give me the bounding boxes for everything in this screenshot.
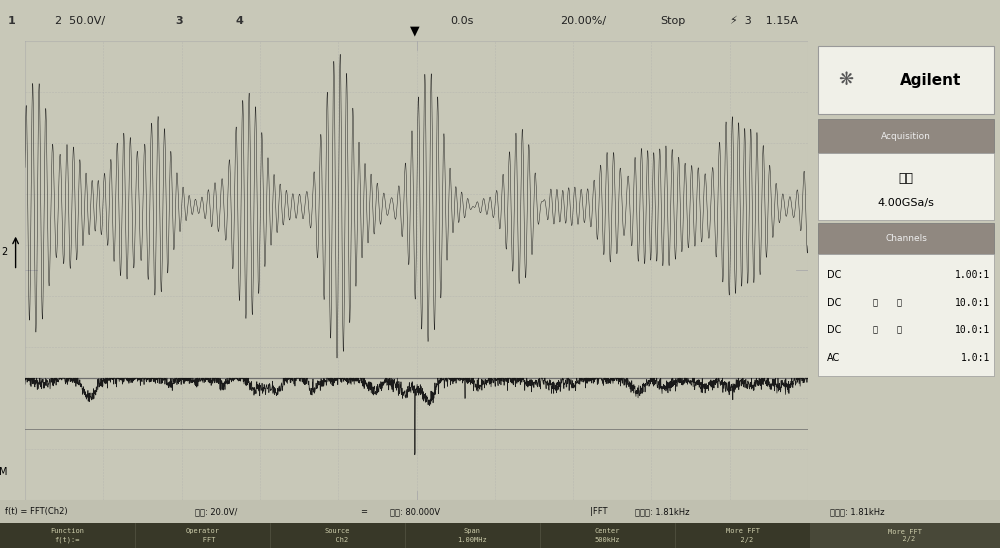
Text: DC: DC (827, 325, 841, 335)
Text: Stop: Stop (660, 15, 685, 26)
Text: ⬧: ⬧ (872, 326, 877, 335)
Text: Center
500kHz: Center 500kHz (595, 528, 620, 543)
Bar (810, 523, 1000, 548)
Text: ❋: ❋ (838, 71, 853, 89)
Text: 1: 1 (8, 15, 16, 26)
Text: 分辨率: 1.81kHz: 分辨率: 1.81kHz (830, 507, 885, 516)
Text: Agilent: Agilent (900, 72, 961, 88)
Text: Channels: Channels (885, 235, 927, 243)
Text: Source
  Ch2: Source Ch2 (325, 528, 350, 543)
Text: |FFT: |FFT (590, 507, 608, 516)
Text: More FFT
  2/2: More FFT 2/2 (888, 529, 922, 542)
Text: 2: 2 (2, 247, 8, 257)
Bar (818, 254, 994, 376)
Text: 分辨率: 1.81kHz: 分辨率: 1.81kHz (635, 507, 690, 516)
Text: DC: DC (827, 270, 841, 280)
Text: ▼: ▼ (410, 24, 420, 37)
Text: ⚡  3    1.15A: ⚡ 3 1.15A (730, 15, 798, 26)
Text: More FFT
  2/2: More FFT 2/2 (726, 528, 760, 543)
Text: ⬧: ⬧ (872, 298, 877, 307)
Text: 4: 4 (235, 15, 243, 26)
Bar (810, 500, 1000, 523)
Bar (818, 119, 994, 153)
Text: 正常: 正常 (898, 172, 914, 185)
Text: f(t) = FFT(Ch2): f(t) = FFT(Ch2) (5, 507, 68, 516)
Text: M: M (0, 467, 8, 477)
Bar (818, 153, 994, 220)
Text: 1.00:1: 1.00:1 (955, 270, 991, 280)
Bar (0, 523, 1000, 548)
Text: Operator
   FFT: Operator FFT (186, 528, 220, 543)
Text: =: = (360, 507, 367, 516)
Text: 10.0:1: 10.0:1 (955, 298, 991, 307)
Bar (0, 500, 810, 523)
Text: 偏移: 80.000V: 偏移: 80.000V (390, 507, 440, 516)
Text: 10.0:1: 10.0:1 (955, 325, 991, 335)
Text: 3: 3 (175, 15, 183, 26)
Text: 1.0:1: 1.0:1 (961, 352, 991, 363)
Text: DC: DC (827, 298, 841, 307)
Text: ⬧: ⬧ (897, 326, 902, 335)
Text: Function
f(t):=: Function f(t):= (50, 528, 84, 543)
Bar (818, 223, 994, 254)
Text: 规模: 20.0V/: 规模: 20.0V/ (195, 507, 237, 516)
Text: Acquisition: Acquisition (881, 132, 931, 140)
Text: ⬧: ⬧ (897, 298, 902, 307)
Text: 2  50.0V/: 2 50.0V/ (55, 15, 105, 26)
Text: 0.0s: 0.0s (450, 15, 473, 26)
Bar (818, 45, 994, 115)
Text: 20.00%/: 20.00%/ (560, 15, 606, 26)
Text: Span
1.00MHz: Span 1.00MHz (458, 528, 487, 543)
Text: AC: AC (827, 352, 840, 363)
Text: 4.00GSa/s: 4.00GSa/s (878, 197, 934, 208)
